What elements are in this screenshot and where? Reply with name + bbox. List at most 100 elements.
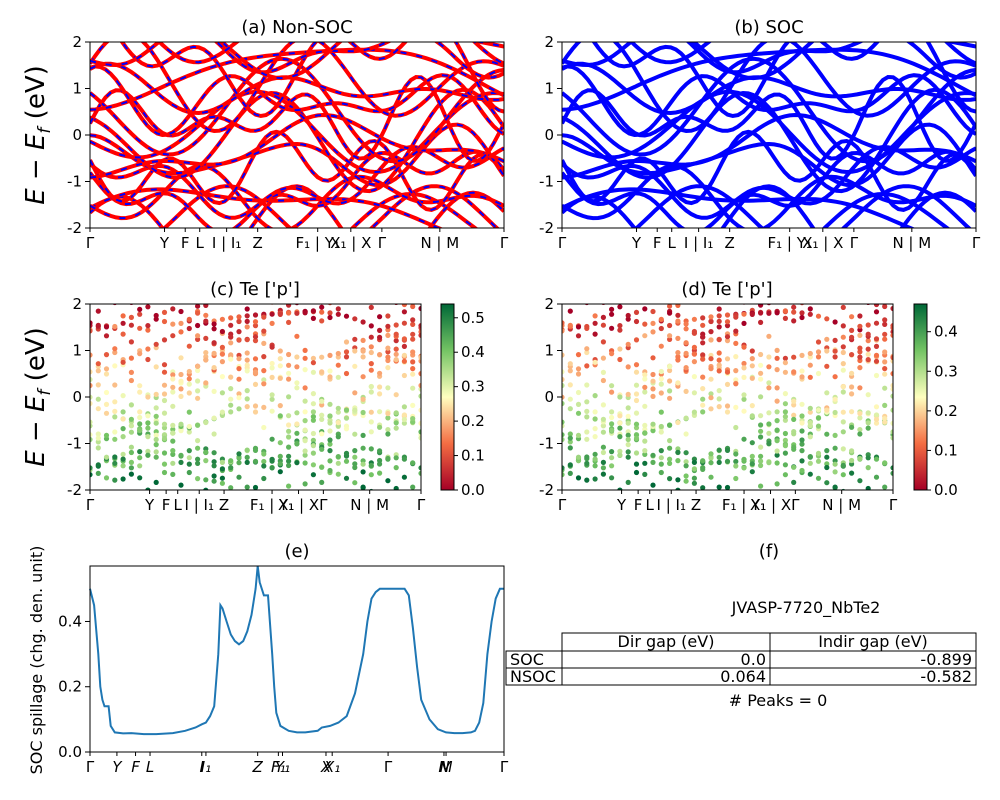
projection-point xyxy=(601,282,606,287)
projection-point xyxy=(733,524,738,529)
band-line xyxy=(591,42,976,119)
projection-point xyxy=(741,518,746,523)
projection-point xyxy=(700,396,706,402)
projection-point xyxy=(890,429,893,435)
projection-point xyxy=(633,432,640,438)
x-tick-label: L xyxy=(646,496,655,514)
projection-point xyxy=(401,412,407,418)
projection-point xyxy=(402,493,407,498)
projection-point xyxy=(104,298,109,303)
projection-point xyxy=(360,461,366,467)
projection-point xyxy=(120,463,126,469)
projection-point xyxy=(327,314,333,321)
projection-point xyxy=(129,283,134,288)
projection-point xyxy=(592,426,598,432)
projection-point xyxy=(824,480,830,486)
x-tick-label: N | M xyxy=(420,234,459,252)
projection-point xyxy=(187,490,192,495)
projection-point xyxy=(104,286,109,291)
projection-point xyxy=(178,355,184,361)
projection-point xyxy=(418,407,421,413)
projection-point xyxy=(128,369,134,375)
projection-point xyxy=(791,464,797,470)
projection-point xyxy=(642,389,648,395)
y-tick-label: -1 xyxy=(539,435,554,453)
projection-point xyxy=(286,444,292,450)
projection-point xyxy=(352,272,357,277)
projection-point xyxy=(642,460,648,466)
projection-point xyxy=(128,429,134,435)
projection-point xyxy=(178,482,184,488)
projection-point xyxy=(840,389,846,395)
y-tick-label: 1 xyxy=(72,80,82,98)
projection-point xyxy=(228,352,234,358)
projection-point xyxy=(236,530,241,535)
projection-point xyxy=(567,431,573,437)
projection-point xyxy=(219,409,225,415)
projection-point xyxy=(609,427,615,433)
projection-point xyxy=(121,508,126,513)
projection-point xyxy=(824,448,830,454)
y-tick-label: 0 xyxy=(72,126,82,144)
projection-point xyxy=(269,320,275,326)
projection-point xyxy=(103,324,110,330)
projection-point xyxy=(600,322,607,328)
projection-point xyxy=(87,298,92,303)
x-tick-label: Z xyxy=(219,496,229,514)
projection-point xyxy=(161,382,168,388)
projection-point xyxy=(368,384,374,390)
projection-point xyxy=(327,420,333,426)
projection-point xyxy=(733,458,739,465)
projection-point xyxy=(840,304,846,310)
projection-point xyxy=(385,290,390,295)
projection-point xyxy=(617,452,623,458)
projection-point xyxy=(600,377,607,384)
projection-point xyxy=(269,344,275,350)
projection-point xyxy=(626,500,631,505)
projection-point xyxy=(335,409,341,415)
projection-point xyxy=(343,354,350,360)
projection-point xyxy=(617,327,623,333)
projection-point xyxy=(592,434,598,440)
projection-point xyxy=(816,295,821,300)
projection-point xyxy=(203,357,209,363)
colorbar-tick-label: 0.4 xyxy=(461,343,485,361)
projection-point xyxy=(890,382,893,389)
projection-point xyxy=(717,490,722,495)
projection-point xyxy=(617,487,623,490)
projection-point xyxy=(310,450,316,456)
projection-point xyxy=(609,449,615,455)
projection-point xyxy=(650,329,656,335)
projection-point xyxy=(418,371,421,377)
projection-point xyxy=(642,426,648,432)
projection-point xyxy=(418,393,421,399)
projection-point xyxy=(791,416,797,422)
projection-point xyxy=(368,462,374,468)
projection-point xyxy=(120,393,126,399)
projection-point xyxy=(145,425,151,431)
projection-point xyxy=(840,429,846,435)
projection-point xyxy=(708,460,714,466)
projection-point xyxy=(178,308,184,315)
projection-point xyxy=(286,304,292,308)
projection-point xyxy=(601,504,606,509)
projection-point xyxy=(87,272,92,277)
projection-point xyxy=(161,410,168,416)
projection-point xyxy=(368,409,374,415)
projection-point xyxy=(302,460,308,466)
projection-point xyxy=(360,354,366,360)
projection-point xyxy=(352,431,358,437)
projection-point xyxy=(418,323,421,329)
projection-point xyxy=(716,324,722,330)
projection-point xyxy=(418,465,421,471)
projection-point xyxy=(807,409,813,415)
projection-point xyxy=(716,318,722,324)
projection-point xyxy=(683,415,689,421)
projection-point xyxy=(782,430,789,437)
projection-point xyxy=(294,440,300,447)
table-title: JVASP-7720_NbTe2 xyxy=(731,598,881,618)
projection-point xyxy=(683,365,689,371)
panel-e-line xyxy=(89,565,504,736)
panel-a-y-ticks: -2 -1 0 1 2 xyxy=(67,33,90,237)
projection-point xyxy=(691,344,698,350)
